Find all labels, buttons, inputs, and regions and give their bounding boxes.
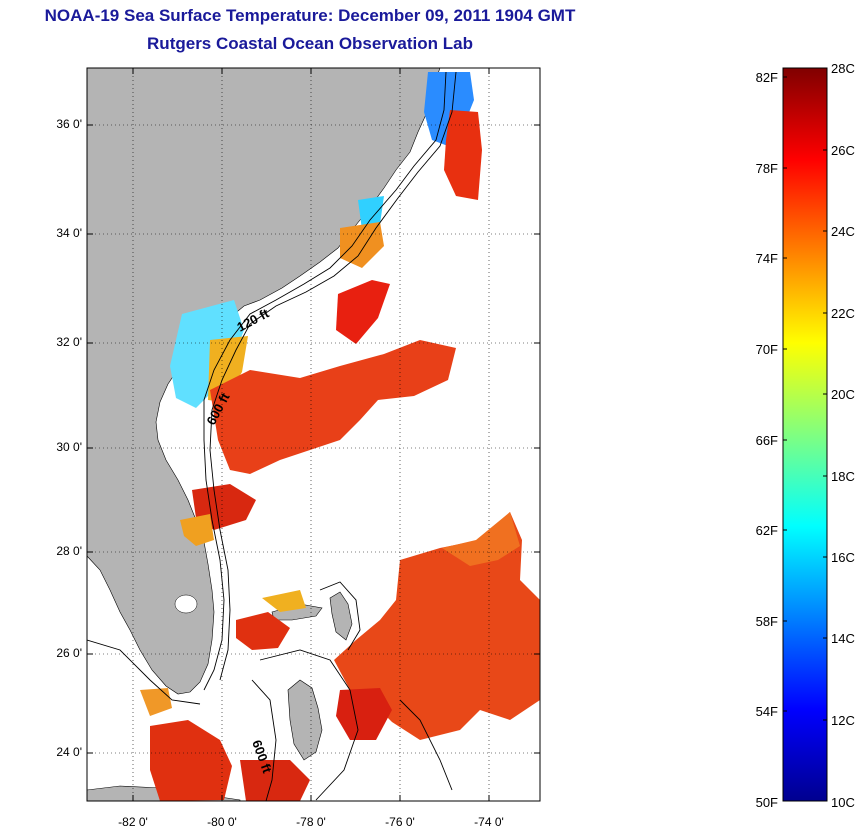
isobath-contours — [87, 71, 457, 801]
lat-label: 36 0' — [56, 117, 82, 131]
colorbar-c-label: 24C — [831, 224, 855, 239]
lat-label: 26 0' — [56, 646, 82, 660]
colorbar-c-label: 16C — [831, 550, 855, 565]
lat-label: 34 0' — [56, 226, 82, 240]
lon-label: -82 0' — [118, 815, 148, 829]
colorbar-c-label: 22C — [831, 306, 855, 321]
lon-label: -76 0' — [385, 815, 415, 829]
lon-label: -74 0' — [474, 815, 504, 829]
lat-label: 24 0' — [56, 745, 82, 759]
map-frame — [86, 67, 541, 802]
lat-label: 30 0' — [56, 440, 82, 454]
colorbar-c-label: 28C — [831, 61, 855, 76]
colorbar-f-label: 78F — [755, 161, 778, 176]
land-abaco — [329, 591, 353, 641]
axis-ticks — [87, 68, 540, 801]
colorbar-f-label: 74F — [755, 251, 778, 266]
map-panel — [87, 68, 540, 801]
colorbar-c-label: 10C — [831, 795, 855, 810]
lon-label: -80 0' — [207, 815, 237, 829]
colorbar-f-label: 66F — [755, 433, 778, 448]
lon-label: -78 0' — [296, 815, 326, 829]
colorbar-c-label: 12C — [831, 713, 855, 728]
lat-label: 32 0' — [56, 335, 82, 349]
land-andros — [287, 679, 323, 761]
colorbar-c-label: 20C — [831, 387, 855, 402]
sst-data-layer — [140, 72, 540, 801]
map-title: NOAA-19 Sea Surface Temperature: Decembe… — [44, 6, 576, 25]
colorbar-f-label: 82F — [755, 70, 778, 85]
colorbar-f-label: 50F — [755, 795, 778, 810]
colorbar-f-label: 70F — [755, 342, 778, 357]
colorbar-ticks — [783, 67, 827, 721]
colorbar-c-label: 14C — [831, 631, 855, 646]
map-subtitle: Rutgers Coastal Ocean Observation Lab — [147, 34, 473, 53]
colorbar-f-label: 62F — [755, 523, 778, 538]
colorbar-f-label: 54F — [755, 704, 778, 719]
colorbar-c-label: 26C — [831, 143, 855, 158]
lat-label: 28 0' — [56, 544, 82, 558]
colorbar-c-label: 18C — [831, 469, 855, 484]
colorbar-f-label: 58F — [755, 614, 778, 629]
colorbar — [782, 67, 828, 802]
lake-okeechobee — [174, 594, 198, 614]
